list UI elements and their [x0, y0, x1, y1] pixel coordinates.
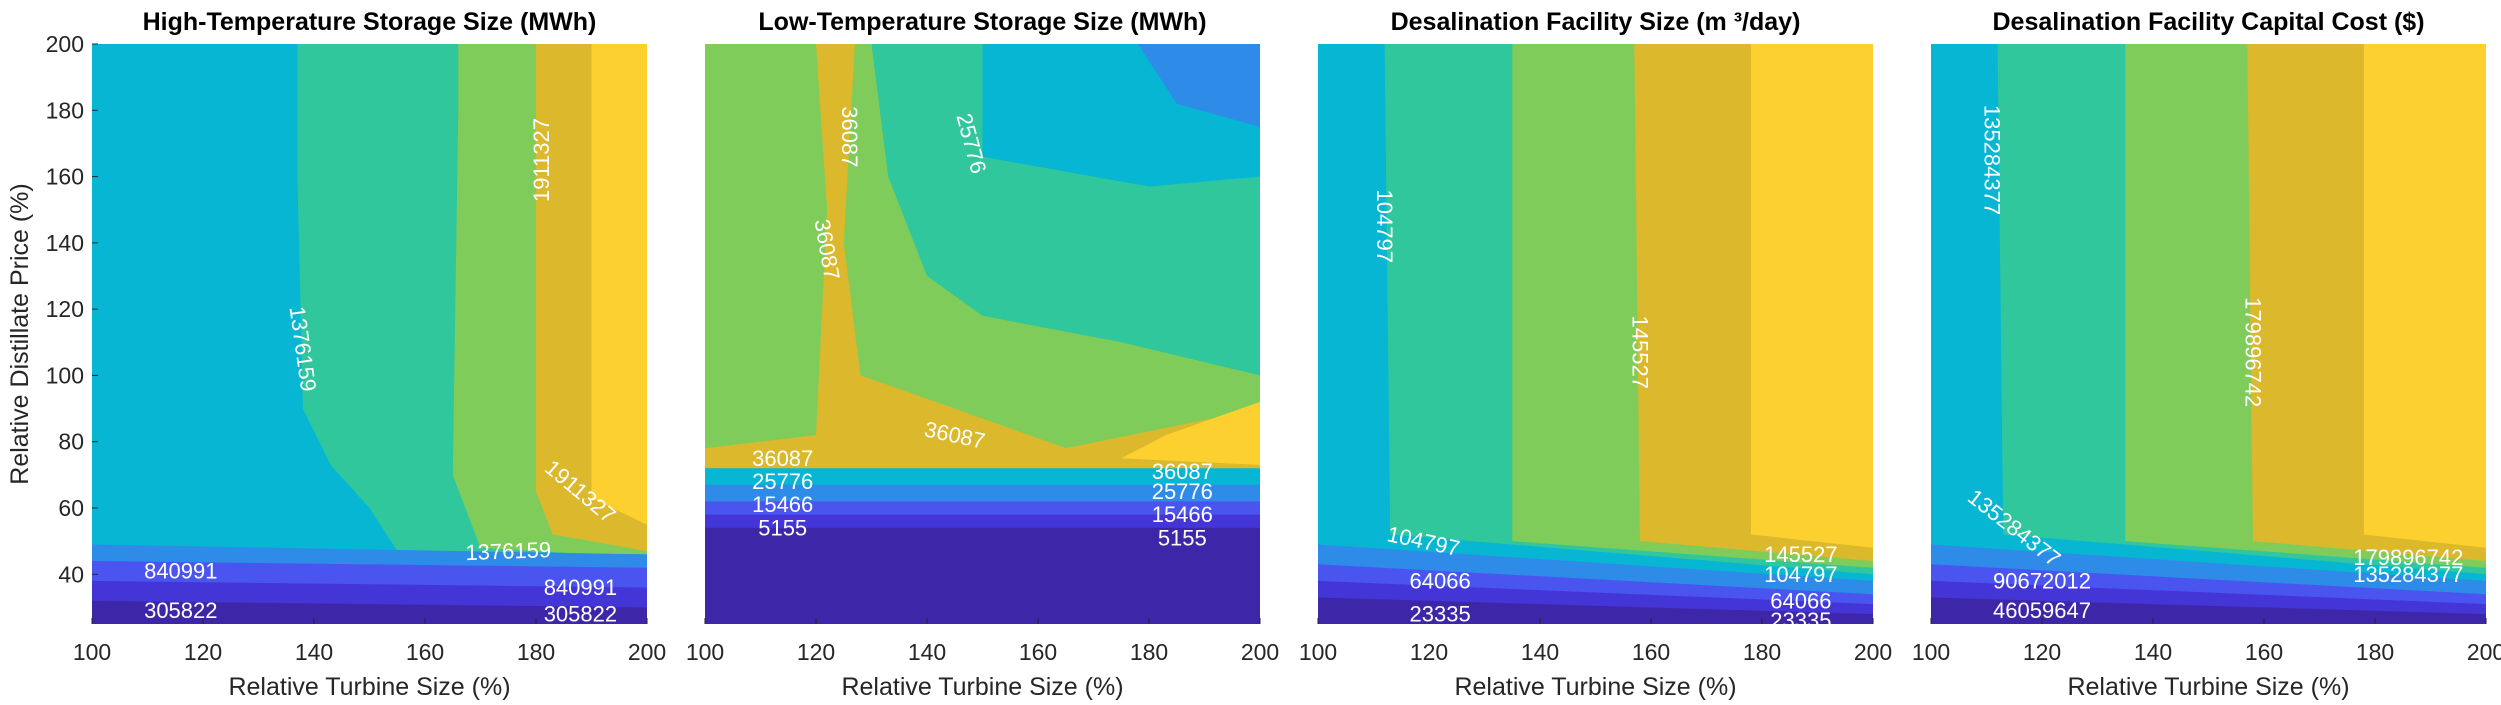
- x-tick-label: 100: [73, 639, 111, 665]
- contour-label: 23335: [1770, 608, 1831, 633]
- x-tick-label: 100: [1912, 639, 1950, 665]
- contour-label: 1911327: [529, 118, 554, 202]
- contour-label: 15466: [752, 492, 813, 517]
- y-tick-label: 160: [46, 164, 84, 190]
- contour-region: [1318, 597, 1873, 624]
- contour-panel-3: Desalination Facility Size (m ³/day) 100 1…: [1299, 8, 1892, 701]
- contour-label: 36087: [1152, 459, 1213, 484]
- contour-label: 5155: [1158, 525, 1207, 550]
- chart-title: Low-Temperature Storage Size (MWh): [758, 8, 1206, 36]
- chart-title: Desalination Facility Capital Cost ($): [1992, 8, 2424, 36]
- contour-label: 1376159: [465, 537, 551, 565]
- x-tick-label: 120: [184, 639, 222, 665]
- x-tick-label: 140: [295, 639, 333, 665]
- x-tick-label: 180: [2356, 639, 2394, 665]
- x-tick-label: 120: [797, 639, 835, 665]
- contour-label: 135284377: [2353, 562, 2463, 587]
- contour-label: 25776: [1152, 479, 1213, 504]
- contour-label: 179896742: [2353, 545, 2463, 570]
- x-tick-label: 180: [1743, 639, 1781, 665]
- contour-region: [92, 600, 647, 624]
- x-axis-label: Relative Turbine Size (%): [1454, 673, 1736, 701]
- contour-region: [705, 527, 1260, 624]
- contour-label: 104797: [1372, 190, 1397, 263]
- x-tick-label: 180: [1130, 639, 1168, 665]
- contour-label: 25776: [752, 469, 813, 494]
- y-tick-label: 60: [58, 495, 84, 521]
- x-tick-label: 160: [406, 639, 444, 665]
- x-tick-label: 140: [1521, 639, 1559, 665]
- contour-label: 5155: [758, 515, 807, 540]
- contour-region: [92, 44, 647, 624]
- x-tick-label: 100: [686, 639, 724, 665]
- x-tick-label: 120: [2023, 639, 2061, 665]
- contour-label: 90672012: [1993, 568, 2091, 593]
- contour-label: 64066: [1770, 588, 1831, 613]
- x-axis-label: Relative Turbine Size (%): [2067, 673, 2349, 701]
- contour-region: [1931, 597, 2486, 624]
- x-tick-label: 120: [1410, 639, 1448, 665]
- contour-label: 145527: [1764, 542, 1837, 567]
- contour-label: 36087: [752, 446, 813, 471]
- x-tick-label: 160: [1019, 639, 1057, 665]
- x-tick-label: 200: [2467, 639, 2501, 665]
- y-tick-label: 120: [46, 296, 84, 322]
- contour-region: [1931, 44, 2486, 624]
- contour-panel-1: High-Temperature Storage Size (MWh) 100 12…: [6, 8, 666, 701]
- contour-label: 305822: [144, 598, 217, 623]
- contour-label: 46059647: [1993, 598, 2091, 623]
- y-tick-label: 180: [46, 97, 84, 123]
- contour-panel-4: Desalination Facility Capital Cost ($) 10…: [1912, 8, 2501, 701]
- x-tick-label: 160: [2245, 639, 2283, 665]
- contour-label: 36087: [837, 106, 862, 167]
- contour-label: 305822: [544, 602, 617, 627]
- y-tick-label: 140: [46, 230, 84, 256]
- contour-label: 840991: [144, 558, 217, 583]
- x-tick-label: 200: [1854, 639, 1892, 665]
- contour-label: 840991: [544, 575, 617, 600]
- contour-panel-2: Low-Temperature Storage Size (MWh) 100 120…: [686, 8, 1279, 701]
- y-tick-label: 80: [58, 429, 84, 455]
- contour-label: 135284377: [1980, 105, 2005, 215]
- y-tick-label: 200: [46, 31, 84, 57]
- chart-title: High-Temperature Storage Size (MWh): [143, 8, 597, 36]
- y-axis-label: Relative Distillate Price (%): [6, 183, 34, 484]
- contour-region: [705, 44, 1260, 482]
- x-tick-label: 100: [1299, 639, 1337, 665]
- contour-label: 145527: [1627, 316, 1652, 389]
- x-axis-label: Relative Turbine Size (%): [841, 673, 1123, 701]
- contour-region: [1318, 44, 1873, 624]
- contour-label: 104797: [1764, 562, 1837, 587]
- x-tick-label: 140: [908, 639, 946, 665]
- contour-label: 179896742: [2240, 297, 2265, 407]
- x-tick-label: 200: [628, 639, 666, 665]
- x-tick-label: 180: [517, 639, 555, 665]
- contour-label: 23335: [1410, 602, 1471, 627]
- x-tick-label: 140: [2134, 639, 2172, 665]
- x-tick-label: 160: [1632, 639, 1670, 665]
- chart-title: Desalination Facility Size (m ³/day): [1391, 8, 1801, 36]
- contour-region: [1137, 44, 1260, 127]
- x-tick-label: 200: [1241, 639, 1279, 665]
- contour-label: 15466: [1152, 502, 1213, 527]
- x-axis-label: Relative Turbine Size (%): [228, 673, 510, 701]
- y-tick-label: 40: [58, 561, 84, 587]
- y-tick-label: 100: [46, 362, 84, 388]
- contour-region: [1121, 401, 1260, 465]
- contour-label: 64066: [1410, 568, 1471, 593]
